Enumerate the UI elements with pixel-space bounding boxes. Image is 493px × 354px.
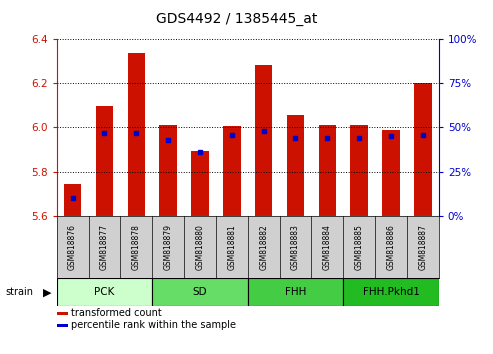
Text: GSM818887: GSM818887 (419, 224, 427, 270)
Text: GSM818881: GSM818881 (227, 224, 236, 270)
Bar (414, 83, 431, 216)
Bar (318, 125, 336, 216)
Text: GSM818878: GSM818878 (132, 224, 141, 270)
Text: GSM818882: GSM818882 (259, 224, 268, 270)
Text: GSM818886: GSM818886 (387, 224, 395, 270)
Bar (223, 126, 241, 216)
Text: FHH: FHH (285, 287, 306, 297)
Text: GSM818885: GSM818885 (354, 224, 364, 270)
FancyBboxPatch shape (57, 278, 152, 306)
Bar (191, 151, 209, 216)
Bar (287, 115, 304, 216)
Text: ▶: ▶ (43, 288, 52, 298)
FancyBboxPatch shape (343, 278, 439, 306)
Bar (382, 130, 400, 216)
Bar (255, 65, 273, 216)
Text: SD: SD (193, 287, 207, 297)
Bar (96, 107, 113, 216)
Text: transformed count: transformed count (71, 308, 162, 318)
Bar (159, 125, 177, 216)
Bar (64, 184, 81, 216)
Text: FHH.Pkhd1: FHH.Pkhd1 (362, 287, 420, 297)
Text: PCK: PCK (94, 287, 115, 297)
Text: GSM818880: GSM818880 (195, 224, 205, 270)
Bar (128, 53, 145, 216)
Text: GSM818883: GSM818883 (291, 224, 300, 270)
Text: percentile rank within the sample: percentile rank within the sample (71, 320, 237, 330)
Text: GSM818877: GSM818877 (100, 224, 109, 270)
FancyBboxPatch shape (152, 278, 247, 306)
Text: GSM818879: GSM818879 (164, 224, 173, 270)
Text: GDS4492 / 1385445_at: GDS4492 / 1385445_at (156, 12, 317, 27)
Bar (351, 125, 368, 216)
Text: GSM818884: GSM818884 (323, 224, 332, 270)
FancyBboxPatch shape (247, 278, 343, 306)
Text: strain: strain (5, 287, 33, 297)
Text: GSM818876: GSM818876 (68, 224, 77, 270)
